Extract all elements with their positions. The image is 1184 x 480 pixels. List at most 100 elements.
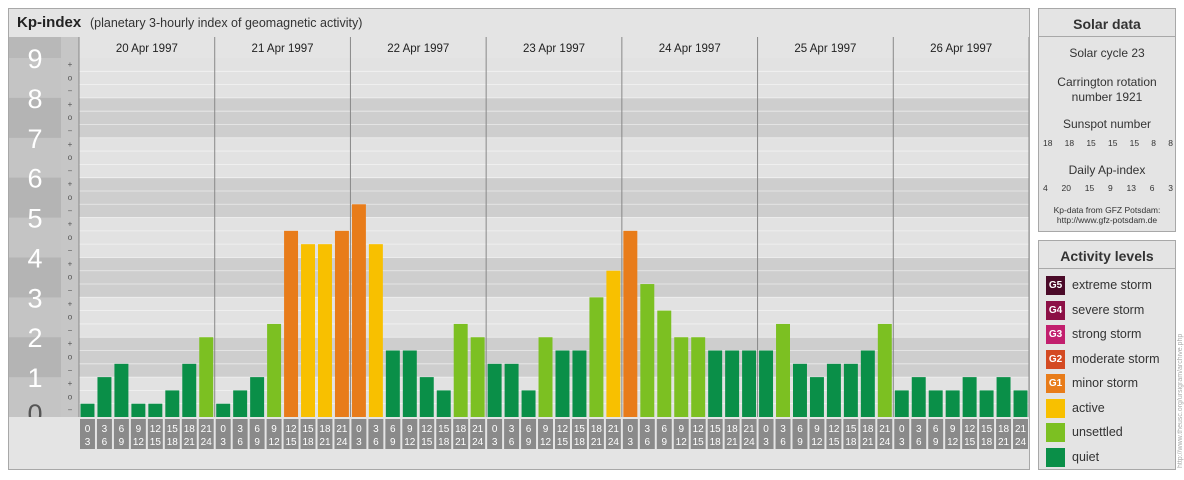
- y-axis-band: [9, 137, 61, 178]
- x-tick-box: [198, 419, 214, 449]
- x-tick-start: 6: [526, 424, 532, 435]
- x-tick-box: [402, 419, 418, 449]
- x-tick-start: 21: [336, 424, 348, 435]
- legend-label: extreme storm: [1072, 278, 1152, 292]
- x-tick-start: 3: [916, 424, 922, 435]
- carrington-line1: Carrington rotation: [1057, 75, 1157, 89]
- x-tick-box: [741, 419, 757, 449]
- x-tick-start: 21: [744, 424, 756, 435]
- x-tick-end: 12: [133, 437, 145, 448]
- x-tick-box: [351, 419, 367, 449]
- x-tick-end: 15: [285, 437, 297, 448]
- y-axis-band: [9, 337, 61, 378]
- x-tick-box: [928, 419, 944, 449]
- x-tick-end: 15: [964, 437, 976, 448]
- x-tick-box: [758, 419, 774, 449]
- x-tick-end: 21: [998, 437, 1010, 448]
- kp-bar: [793, 363, 807, 417]
- x-tick-box: [283, 419, 299, 449]
- x-tick-start: 9: [950, 424, 956, 435]
- x-tick-end: 9: [661, 437, 667, 448]
- legend-label: severe storm: [1072, 302, 1145, 317]
- x-tick-start: 9: [407, 424, 413, 435]
- legend-item: unsettled: [1046, 423, 1174, 443]
- x-tick-end: 9: [526, 437, 532, 448]
- kp-bar: [962, 377, 977, 417]
- x-tick-end: 3: [356, 437, 362, 448]
- legend-item: G2 moderate storm: [1046, 349, 1174, 370]
- x-tick-box: [622, 419, 638, 449]
- watermark-text: http://www.theusc.org/ursigram/archive.p…: [1177, 334, 1184, 468]
- x-tick-end: 15: [150, 437, 162, 448]
- x-tick-start: 12: [285, 424, 297, 435]
- day-header-bg: [79, 37, 1029, 58]
- ap-label: Daily Ap-index: [1068, 163, 1146, 177]
- x-tick-start: 6: [254, 424, 260, 435]
- kp-bar: [945, 390, 960, 417]
- sunspot-value-3: 15: [1107, 138, 1118, 148]
- x-tick-end: 24: [744, 437, 756, 448]
- x-tick-start: 12: [557, 424, 569, 435]
- day-label: 21 Apr 1997: [252, 43, 314, 55]
- y-minor-label: −: [68, 406, 73, 415]
- x-tick-start: 18: [591, 424, 603, 435]
- x-tick-end: 24: [608, 437, 620, 448]
- kp-bar: [809, 377, 824, 417]
- x-tick-start: 3: [237, 424, 243, 435]
- y-tick-label: 3: [27, 283, 42, 313]
- kp-bar: [284, 230, 299, 417]
- kp-bar: [894, 390, 909, 417]
- x-tick-box: [147, 419, 163, 449]
- x-tick-end: 9: [119, 437, 125, 448]
- day-label: 26 Apr 1997: [930, 43, 992, 55]
- x-tick-box: [504, 419, 520, 449]
- x-tick-end: 18: [574, 437, 586, 448]
- x-tick-end: 21: [455, 437, 467, 448]
- y-band: [9, 97, 1029, 138]
- x-tick-box: [130, 419, 146, 449]
- x-tick-end: 3: [628, 437, 634, 448]
- kp-bar: [131, 403, 146, 417]
- solar-title-box: Solar data: [1039, 9, 1175, 37]
- x-tick-end: 18: [167, 437, 179, 448]
- x-tick-box: [639, 419, 655, 449]
- source-link[interactable]: http://www.gfz-potsdam.de: [1056, 215, 1158, 225]
- kp-bar: [267, 323, 282, 417]
- y-minor-label: o: [68, 73, 73, 82]
- x-tick-end: 15: [693, 437, 705, 448]
- legend-label: moderate storm: [1072, 351, 1160, 366]
- y-minor-label: +: [68, 339, 73, 348]
- legend-item: G5 extreme storm: [1046, 276, 1174, 296]
- kp-bar: [538, 337, 553, 417]
- x-tick-end: 3: [85, 437, 91, 448]
- y-band: [9, 177, 1029, 218]
- x-tick-end: 12: [540, 437, 552, 448]
- y-tick-label: 1: [27, 363, 42, 393]
- kp-bar: [233, 390, 248, 417]
- x-tick-box: [334, 419, 350, 449]
- x-tick-box: [538, 419, 553, 449]
- x-tick-box: [470, 419, 486, 449]
- kp-bar: [759, 350, 774, 417]
- kp-bar: [80, 403, 95, 417]
- x-tick-end: 6: [509, 437, 515, 448]
- y-minor-label: −: [68, 87, 73, 96]
- kp-bar: [826, 363, 841, 417]
- kp-bar: [148, 403, 163, 417]
- x-tick-start: 9: [678, 424, 684, 435]
- x-tick-end: 24: [201, 437, 213, 448]
- x-tick-start: 21: [201, 424, 213, 435]
- legend-item: G4 severe storm: [1046, 300, 1174, 321]
- x-tick-start: 6: [661, 424, 667, 435]
- x-tick-start: 9: [271, 424, 277, 435]
- kp-bar: [334, 230, 349, 417]
- x-tick-start: 18: [727, 424, 739, 435]
- kp-bar: [877, 323, 892, 417]
- sunspot-value-2: 15: [1086, 138, 1096, 148]
- x-tick-box: [113, 419, 129, 449]
- y-axis-band: [9, 297, 61, 338]
- legend-item: G3 strong storm: [1046, 325, 1174, 345]
- solar-data-panel: Solar data Solar cycle 23 Carrington rot…: [1038, 8, 1176, 232]
- y-axis-band: [9, 377, 61, 417]
- x-tick-start: 12: [421, 424, 433, 435]
